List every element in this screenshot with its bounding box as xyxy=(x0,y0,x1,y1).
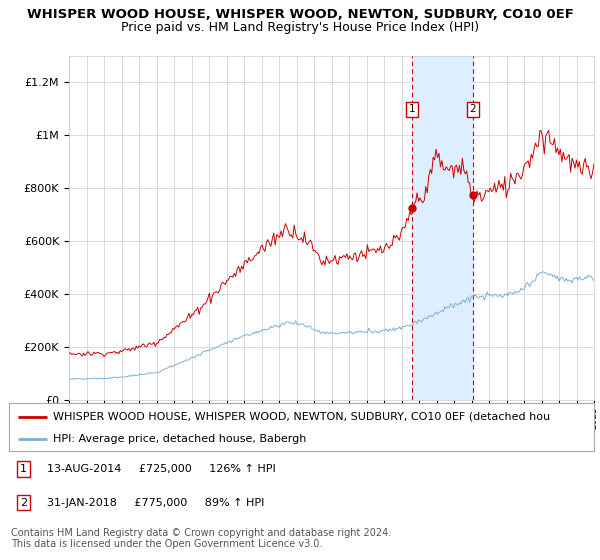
Text: 31-JAN-2018     £775,000     89% ↑ HPI: 31-JAN-2018 £775,000 89% ↑ HPI xyxy=(47,498,265,507)
Text: HPI: Average price, detached house, Babergh: HPI: Average price, detached house, Babe… xyxy=(53,434,306,444)
Text: Contains HM Land Registry data © Crown copyright and database right 2024.
This d: Contains HM Land Registry data © Crown c… xyxy=(11,528,391,549)
Text: 1: 1 xyxy=(409,104,416,114)
Bar xyxy=(412,56,473,400)
Text: WHISPER WOOD HOUSE, WHISPER WOOD, NEWTON, SUDBURY, CO10 0EF: WHISPER WOOD HOUSE, WHISPER WOOD, NEWTON… xyxy=(26,8,574,21)
Text: 2: 2 xyxy=(470,104,476,114)
Text: 2: 2 xyxy=(20,498,27,507)
Text: 13-AUG-2014     £725,000     126% ↑ HPI: 13-AUG-2014 £725,000 126% ↑ HPI xyxy=(47,464,276,474)
Text: WHISPER WOOD HOUSE, WHISPER WOOD, NEWTON, SUDBURY, CO10 0EF (detached hou: WHISPER WOOD HOUSE, WHISPER WOOD, NEWTON… xyxy=(53,412,550,422)
Text: Price paid vs. HM Land Registry's House Price Index (HPI): Price paid vs. HM Land Registry's House … xyxy=(121,21,479,34)
Text: 1: 1 xyxy=(20,464,27,474)
